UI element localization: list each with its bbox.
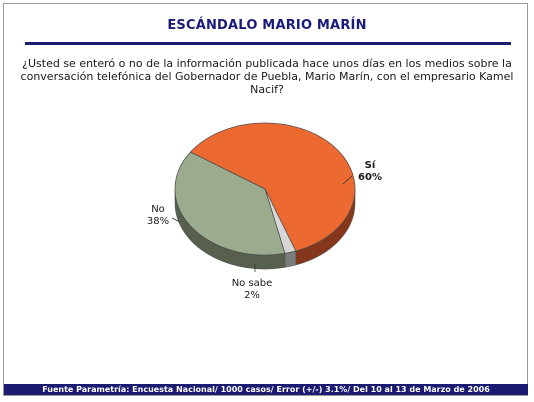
slice-value-no: 38% (147, 216, 169, 227)
leader-line-si (342, 175, 353, 185)
pie-slice-si (189, 122, 356, 252)
slice-label-no-sabe: No sabe (232, 278, 273, 289)
slice-label-si: Sí (365, 159, 376, 171)
title-underline (25, 42, 511, 45)
source-note: Fuente Parametría: Encuesta Nacional/ 10… (42, 385, 490, 394)
slice-label-no: No (151, 204, 165, 215)
pie-side-no-sabe (284, 250, 297, 268)
survey-question: ¿Usted se enteró o no de la información … (20, 57, 514, 96)
footer-bar (4, 384, 528, 395)
pie-slices (174, 122, 356, 256)
page-title: ESCÁNDALO MARIO MARÍN (167, 18, 367, 33)
pie-slice-no (174, 151, 286, 256)
slice-value-no-sabe: 2% (244, 290, 260, 301)
slice-value-si: 60% (358, 172, 382, 183)
leader-line-no (171, 217, 181, 223)
